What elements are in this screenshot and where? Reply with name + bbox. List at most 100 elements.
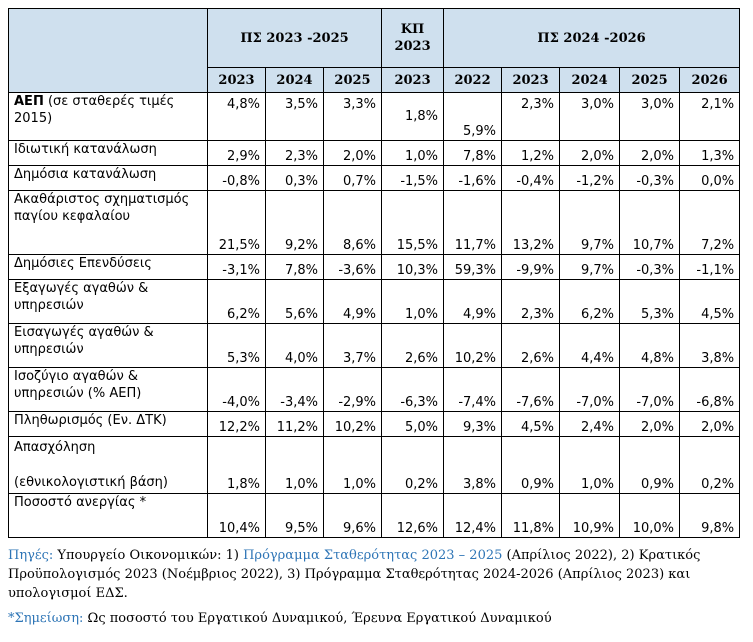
value-cell: 10,9% bbox=[559, 493, 621, 538]
row-label: Πληθωρισμός (Εν. ΔΤΚ) bbox=[8, 411, 208, 437]
year-header: 2024 bbox=[265, 67, 324, 93]
value-cell: -0,8% bbox=[207, 165, 266, 191]
table-row: Απασχόληση (εθνικολογιστική βάση) 1,8% 1,0%… bbox=[8, 436, 741, 494]
year-header: 2023 bbox=[501, 67, 561, 93]
sources-label: Πηγές: bbox=[8, 548, 54, 563]
row-label: Εξαγωγές αγαθών & υπηρεσιών bbox=[8, 279, 208, 324]
value-cell: 1,8% bbox=[207, 436, 266, 494]
value-cell: 4,4% bbox=[559, 323, 621, 368]
value-cell: 1,0% bbox=[265, 436, 324, 494]
value-cell: -7,0% bbox=[559, 367, 621, 412]
value-cell: 3,0% bbox=[559, 92, 621, 141]
value-cell: -2,9% bbox=[322, 367, 383, 412]
value-cell: 2,0% bbox=[559, 140, 621, 166]
sources-note: Πηγές: Υπουργείο Οικονομικών: 1) Πρόγραμ… bbox=[8, 546, 743, 603]
value-cell: 2,0% bbox=[619, 411, 681, 437]
value-cell: 4,5% bbox=[501, 411, 561, 437]
value-cell: 5,3% bbox=[207, 323, 266, 368]
value-cell: 1,0% bbox=[322, 436, 383, 494]
value-cell: 9,7% bbox=[559, 254, 621, 280]
value-cell: 3,0% bbox=[619, 92, 681, 141]
year-header: 2023 bbox=[207, 67, 266, 93]
value-cell: 13,2% bbox=[501, 190, 561, 255]
table-row: ΑΕΠ (σε σταθερές τιμές 2015) 4,8% 3,5% 3,3%… bbox=[8, 92, 741, 141]
value-cell: 5,6% bbox=[265, 279, 324, 324]
row-label: ΑΕΠ (σε σταθερές τιμές 2015) bbox=[8, 92, 208, 141]
value-cell: 4,8% bbox=[207, 92, 266, 141]
year-header: 2025 bbox=[619, 67, 681, 93]
notes-section: Πηγές: Υπουργείο Οικονομικών: 1) Πρόγραμ… bbox=[8, 546, 743, 628]
value-cell: 7,8% bbox=[265, 254, 324, 280]
value-cell: 9,8% bbox=[679, 493, 741, 538]
value-cell: 9,2% bbox=[265, 190, 324, 255]
value-cell: -0,3% bbox=[619, 254, 681, 280]
value-cell: 1,0% bbox=[559, 436, 621, 494]
value-cell: 11,2% bbox=[265, 411, 324, 437]
value-cell: 1,8% bbox=[381, 92, 445, 141]
value-cell: 10,4% bbox=[207, 493, 266, 538]
value-cell: -6,3% bbox=[381, 367, 445, 412]
table-row: Εισαγωγές αγαθών & υπηρεσιών 5,3% 4,0% 3,7%… bbox=[8, 323, 741, 368]
row-label-line2: (εθνικολογιστική βάση) bbox=[14, 475, 168, 490]
value-cell: 0,9% bbox=[619, 436, 681, 494]
value-cell: 10,2% bbox=[322, 411, 383, 437]
value-cell: 6,2% bbox=[559, 279, 621, 324]
value-cell: 9,6% bbox=[322, 493, 383, 538]
value-cell: -1,5% bbox=[381, 165, 445, 191]
value-cell: -1,6% bbox=[443, 165, 503, 191]
value-cell: 2,0% bbox=[322, 140, 383, 166]
value-cell: -6,8% bbox=[679, 367, 741, 412]
value-cell: 11,8% bbox=[501, 493, 561, 538]
value-cell: 2,3% bbox=[265, 140, 324, 166]
value-cell: 7,8% bbox=[443, 140, 503, 166]
macro-forecast-table: ΠΣ 2023 -2025 ΚΠ 2023 ΠΣ 2024 -2026 2023… bbox=[8, 8, 741, 538]
value-cell: -3,1% bbox=[207, 254, 266, 280]
year-header: 2024 bbox=[559, 67, 621, 93]
value-cell: 0,2% bbox=[381, 436, 445, 494]
row-label: Ισοζύγιο αγαθών & υπηρεσιών (% ΑΕΠ) bbox=[8, 367, 208, 412]
row-label: Εισαγωγές αγαθών & υπηρεσιών bbox=[8, 323, 208, 368]
row-label-rest: (σε σταθερές τιμές 2015) bbox=[14, 94, 175, 126]
value-cell: 1,0% bbox=[381, 140, 445, 166]
value-cell: 3,8% bbox=[443, 436, 503, 494]
value-cell: -3,4% bbox=[265, 367, 324, 412]
stability-program-link[interactable]: Πρόγραμμα Σταθερότητας 2023 – 2025 bbox=[243, 548, 503, 563]
value-cell: 0,2% bbox=[679, 436, 741, 494]
group-header-kp-label: ΚΠ 2023 bbox=[394, 22, 431, 54]
value-cell: 12,4% bbox=[443, 493, 503, 538]
value-cell: 11,7% bbox=[443, 190, 503, 255]
value-cell: 2,3% bbox=[501, 92, 561, 141]
value-cell: 0,7% bbox=[322, 165, 383, 191]
value-cell: 1,2% bbox=[501, 140, 561, 166]
value-cell: -4,0% bbox=[207, 367, 266, 412]
value-cell: 9,7% bbox=[559, 190, 621, 255]
group-header-ps-2024-2026: ΠΣ 2024 -2026 bbox=[443, 8, 741, 68]
group-header-kp-2023: ΚΠ 2023 bbox=[381, 8, 445, 68]
header-blank-cell bbox=[8, 8, 208, 93]
value-cell: 12,6% bbox=[381, 493, 445, 538]
value-cell: 15,5% bbox=[381, 190, 445, 255]
table-row: Ιδιωτική κατανάλωση 2,9% 2,3% 2,0% 1,0% 7,8% 1… bbox=[8, 140, 741, 166]
year-header: 2026 bbox=[679, 67, 741, 93]
value-cell: 5,9% bbox=[443, 92, 503, 141]
value-cell: 2,0% bbox=[679, 411, 741, 437]
value-cell: 1,3% bbox=[679, 140, 741, 166]
value-cell: 8,6% bbox=[322, 190, 383, 255]
value-cell: -9,9% bbox=[501, 254, 561, 280]
value-cell: 4,9% bbox=[322, 279, 383, 324]
value-cell: 4,9% bbox=[443, 279, 503, 324]
row-label: Ακαθάριστος σχηματισμός παγίου κεφαλαίου bbox=[8, 190, 208, 255]
value-cell: 5,0% bbox=[381, 411, 445, 437]
value-cell: 2,0% bbox=[619, 140, 681, 166]
value-cell: -7,4% bbox=[443, 367, 503, 412]
value-cell: 2,4% bbox=[559, 411, 621, 437]
value-cell: -3,6% bbox=[322, 254, 383, 280]
row-label: Δημόσια κατανάλωση bbox=[8, 165, 208, 191]
row-label: Δημόσιες Επενδύσεις bbox=[8, 254, 208, 280]
footnote: *Σημείωση: Ως ποσοστό του Εργατικού Δυνα… bbox=[8, 609, 743, 628]
value-cell: 10,2% bbox=[443, 323, 503, 368]
value-cell: 9,5% bbox=[265, 493, 324, 538]
value-cell: -0,3% bbox=[619, 165, 681, 191]
table-row: Ποσοστό ανεργίας * 10,4% 9,5% 9,6% 12,6% 12,4… bbox=[8, 493, 741, 538]
